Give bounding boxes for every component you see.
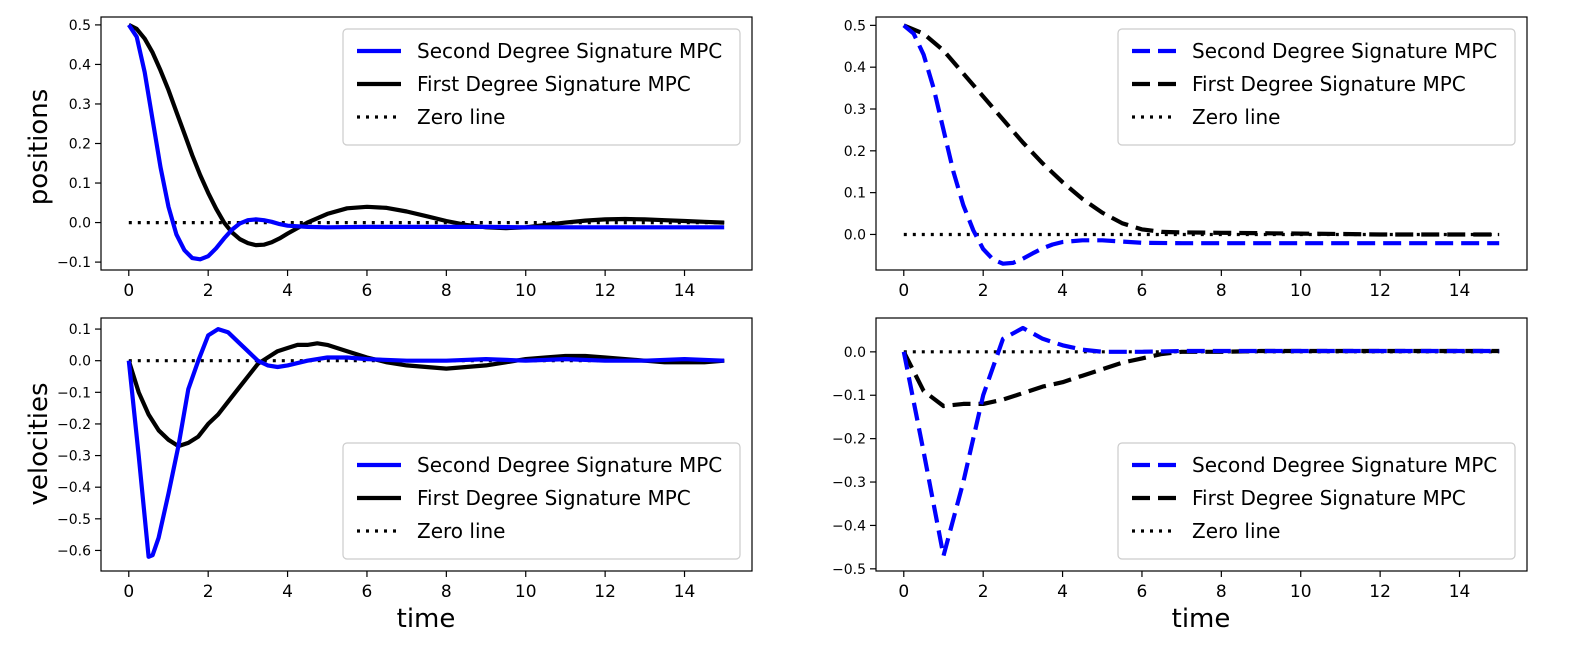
xlabel-bottom-left: time [397,604,456,634]
y-tick-label: 0.1 [69,176,91,192]
x-tick-label: 0 [898,281,909,301]
x-tick-label: 0 [123,281,134,301]
panel-bottom-right: time 0 2 4 6 8 10 12 14 −0.5 −0.4 −0.3 −0.2 −0.1 0.0 S… [832,317,1528,634]
legend: Second Degree Signature MPC First Degree … [1117,28,1516,146]
x-tick-label: 4 [1057,582,1068,602]
legend-frame [342,442,741,560]
y-tick-label: 0.3 [844,102,866,118]
series-first-line [126,341,725,449]
legend-label-first: First Degree Signature MPC [417,486,691,510]
x-tick-label: 10 [515,582,537,602]
legend-label-zero: Zero line [417,105,505,129]
legend-label-zero: Zero line [1192,519,1280,543]
x-tick-label: 12 [1369,281,1391,301]
x-tick-label: 2 [978,281,989,301]
y-tick-label: 0.5 [844,18,866,34]
y-tick-label: −0.2 [57,417,91,433]
y-tick-label: −0.5 [832,562,866,578]
x-tick-label: 12 [1369,582,1391,602]
legend-label-first: First Degree Signature MPC [1192,486,1466,510]
y-tick-label: 0.0 [844,345,866,361]
x-tick-label: 10 [1290,281,1312,301]
x-tick-label: 12 [594,582,616,602]
y-tick-label: −0.5 [57,512,91,528]
y-tick-label: −0.3 [832,475,866,491]
y-tick-label: 0.0 [844,227,866,243]
series-second-line [902,23,1500,266]
x-tick-label: 8 [441,281,452,301]
x-tick-label: 2 [203,281,214,301]
axes-frame [875,16,1528,271]
x-tick-label: 14 [1449,281,1471,301]
series-second-line [127,23,725,262]
legend: Second Degree Signature MPC First Degree … [342,442,741,560]
x-tick-label: 2 [203,582,214,602]
legend-label-first: First Degree Signature MPC [417,72,691,96]
x-tick-label: 6 [362,281,373,301]
x-tick-label: 14 [674,281,696,301]
x-tick-label: 8 [441,582,452,602]
x-tick-label: 8 [1216,582,1227,602]
legend-frame [1117,442,1516,560]
legend: Second Degree Signature MPC First Degree … [342,28,741,146]
y-tick-label: 0.2 [69,137,91,153]
ylabel-bottom-left: velocities [24,383,54,506]
series-second-line [126,327,725,559]
legend-label-zero: Zero line [1192,105,1280,129]
y-tick-label: 0.5 [69,18,91,34]
x-tick-label: 14 [1449,582,1471,602]
panel-top-left: positions 0 2 4 6 8 10 12 14 −0.1 0.0 0.1 0.2 0.3 0.4… [24,16,753,301]
y-tick-label: −0.4 [57,480,91,496]
legend-label-first: First Degree Signature MPC [1192,72,1466,96]
x-tick-label: 0 [123,582,134,602]
legend-frame [342,28,741,146]
x-tick-label: 6 [1137,582,1148,602]
x-tick-label: 4 [282,281,293,301]
y-tick-label: 0.1 [844,186,866,202]
x-tick-label: 8 [1216,281,1227,301]
x-tick-label: 0 [898,582,909,602]
series-first-line [902,23,1500,237]
y-tick-label: −0.3 [57,449,91,465]
x-tick-label: 4 [1057,281,1068,301]
x-tick-label: 6 [362,582,373,602]
xlabel-bottom-right: time [1172,604,1231,634]
y-tick-label: −0.4 [832,518,866,534]
axes-frame [875,317,1528,572]
panel-top-right: 0 2 4 6 8 10 12 14 0.0 0.1 0.2 0.3 0.4 0.5 Second Degr… [844,16,1528,301]
y-tick-label: 0.1 [69,322,91,338]
x-tick-label: 10 [1290,582,1312,602]
y-tick-label: 0.2 [844,144,866,160]
y-tick-label: −0.1 [57,385,91,401]
axes-frame [100,317,753,572]
legend-frame [1117,28,1516,146]
x-tick-label: 12 [594,281,616,301]
legend-label-second: Second Degree Signature MPC [1192,39,1497,63]
x-tick-label: 2 [978,582,989,602]
x-tick-label: 6 [1137,281,1148,301]
y-tick-label: 0.0 [69,354,91,370]
y-tick-label: 0.3 [69,97,91,113]
legend-label-second: Second Degree Signature MPC [417,453,722,477]
y-tick-label: 0.4 [69,57,91,73]
x-tick-label: 4 [282,582,293,602]
panel-bottom-left: velocities time 0 2 4 6 8 10 12 14 −0.6 −0.5 −0.4 −… [24,317,753,634]
y-tick-label: −0.6 [57,543,91,559]
series-second-line [901,325,1500,558]
legend-label-second: Second Degree Signature MPC [1192,453,1497,477]
y-tick-label: 0.4 [844,60,866,76]
y-tick-label: −0.2 [832,432,866,448]
series-first-line [127,23,725,248]
ylabel-top-left: positions [24,89,54,206]
legend-label-zero: Zero line [417,519,505,543]
y-tick-label: −0.1 [57,255,91,271]
y-tick-label: 0.0 [69,216,91,232]
y-tick-label: −0.1 [832,388,866,404]
legend: Second Degree Signature MPC First Degree … [1117,442,1516,560]
x-tick-label: 14 [674,582,696,602]
legend-label-second: Second Degree Signature MPC [417,39,722,63]
x-tick-label: 10 [515,281,537,301]
